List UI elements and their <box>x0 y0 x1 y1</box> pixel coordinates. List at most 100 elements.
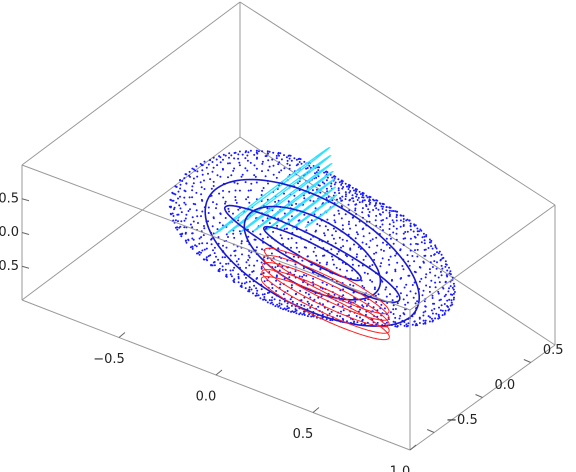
surface-dot <box>234 249 237 252</box>
surface-dot <box>248 256 251 259</box>
cyan-loop <box>265 177 335 231</box>
surface-dot <box>198 253 201 256</box>
surface-dot <box>403 286 406 289</box>
surface-dot <box>228 152 231 155</box>
surface-dot <box>317 305 320 308</box>
surface-dot <box>192 238 195 241</box>
surface-dot <box>445 274 448 277</box>
surface-dot <box>260 273 263 276</box>
surface-dot <box>423 254 426 257</box>
surface-dot <box>232 279 235 282</box>
surface-dot <box>300 299 303 302</box>
surface-dot <box>236 182 239 185</box>
surface-dot <box>310 219 313 222</box>
surface-dot <box>357 246 360 249</box>
surface-dot <box>178 226 181 229</box>
surface-dot <box>277 163 280 166</box>
surface-dot <box>302 267 305 270</box>
surface-dot <box>323 232 326 235</box>
surface-dot <box>248 288 251 291</box>
surface-dot <box>315 176 318 179</box>
surface-dot <box>331 234 334 237</box>
surface-dot <box>191 167 194 170</box>
surface-dot <box>237 258 240 260</box>
cyan-loop <box>227 155 332 235</box>
surface-dot <box>337 187 340 190</box>
surface-dot <box>233 167 236 170</box>
surface-dot <box>295 292 298 295</box>
surface-dot <box>405 283 408 286</box>
surface-dot <box>207 206 210 209</box>
surface-dot <box>227 236 229 238</box>
surface-dot <box>418 317 421 320</box>
surface-dot <box>216 164 219 167</box>
surface-dot <box>333 175 336 178</box>
cyan-loop <box>291 194 338 229</box>
surface-dot <box>402 268 405 271</box>
surface-dot <box>205 256 208 259</box>
surface-dot <box>388 211 391 214</box>
surface-dot <box>185 173 188 176</box>
surface-dot <box>176 228 179 231</box>
surface-dot <box>389 237 392 240</box>
surface-dot <box>358 201 361 204</box>
surface-dot <box>440 274 443 277</box>
surface-dot <box>221 265 224 268</box>
surface-dot <box>424 276 427 279</box>
surface-dot <box>392 242 395 245</box>
surface-dot <box>430 245 433 248</box>
surface-dot <box>237 157 240 160</box>
surface-dot <box>355 190 358 193</box>
surface-dot <box>399 292 402 295</box>
surface-dot <box>373 258 376 261</box>
surface-dot <box>276 303 279 306</box>
surface-dot <box>424 322 427 325</box>
surface-dot <box>192 220 195 223</box>
surface-dot <box>441 309 444 312</box>
surface-dot <box>253 174 256 177</box>
surface-dot <box>202 234 205 237</box>
surface-dot <box>385 272 388 274</box>
surface-dot <box>373 288 376 291</box>
surface-dot <box>388 209 391 212</box>
surface-dot <box>388 228 391 230</box>
surface-dot <box>423 300 426 303</box>
surface-dot <box>192 168 195 171</box>
surface-dot <box>353 189 355 192</box>
surface-dot <box>294 308 297 311</box>
surface-dot <box>218 270 221 273</box>
surface-dot <box>324 225 327 228</box>
surface-dot <box>356 253 358 256</box>
surface-dot <box>261 162 264 165</box>
surface-dot <box>362 258 365 261</box>
surface-dot <box>206 242 209 245</box>
surface-dot <box>225 262 228 265</box>
surface-dot <box>361 199 364 202</box>
surface-dot <box>409 237 412 240</box>
surface-dot <box>174 193 177 196</box>
surface-dot <box>183 177 186 180</box>
surface-dot <box>272 230 275 233</box>
surface-dot <box>275 157 278 160</box>
surface-dot <box>266 207 269 210</box>
surface-dot <box>325 318 328 321</box>
surface-dot <box>365 205 368 208</box>
surface-dot <box>332 227 335 230</box>
surface-dot <box>257 294 260 297</box>
surface-dot <box>237 281 240 284</box>
box-edge <box>239 1 556 206</box>
surface-dot <box>338 181 341 184</box>
surface-dot <box>247 189 250 192</box>
surface-dot <box>451 286 454 289</box>
surface-dot <box>233 236 236 239</box>
surface-dot <box>407 322 410 325</box>
surface-dot <box>402 224 405 226</box>
surface-dot <box>344 198 347 201</box>
surface-dot <box>348 209 351 212</box>
surface-dot <box>344 182 347 185</box>
surface-dot <box>232 269 234 272</box>
surface-dot <box>260 194 263 196</box>
surface-dot <box>438 250 441 253</box>
surface-dot <box>305 229 308 232</box>
surface-dot <box>342 309 345 312</box>
